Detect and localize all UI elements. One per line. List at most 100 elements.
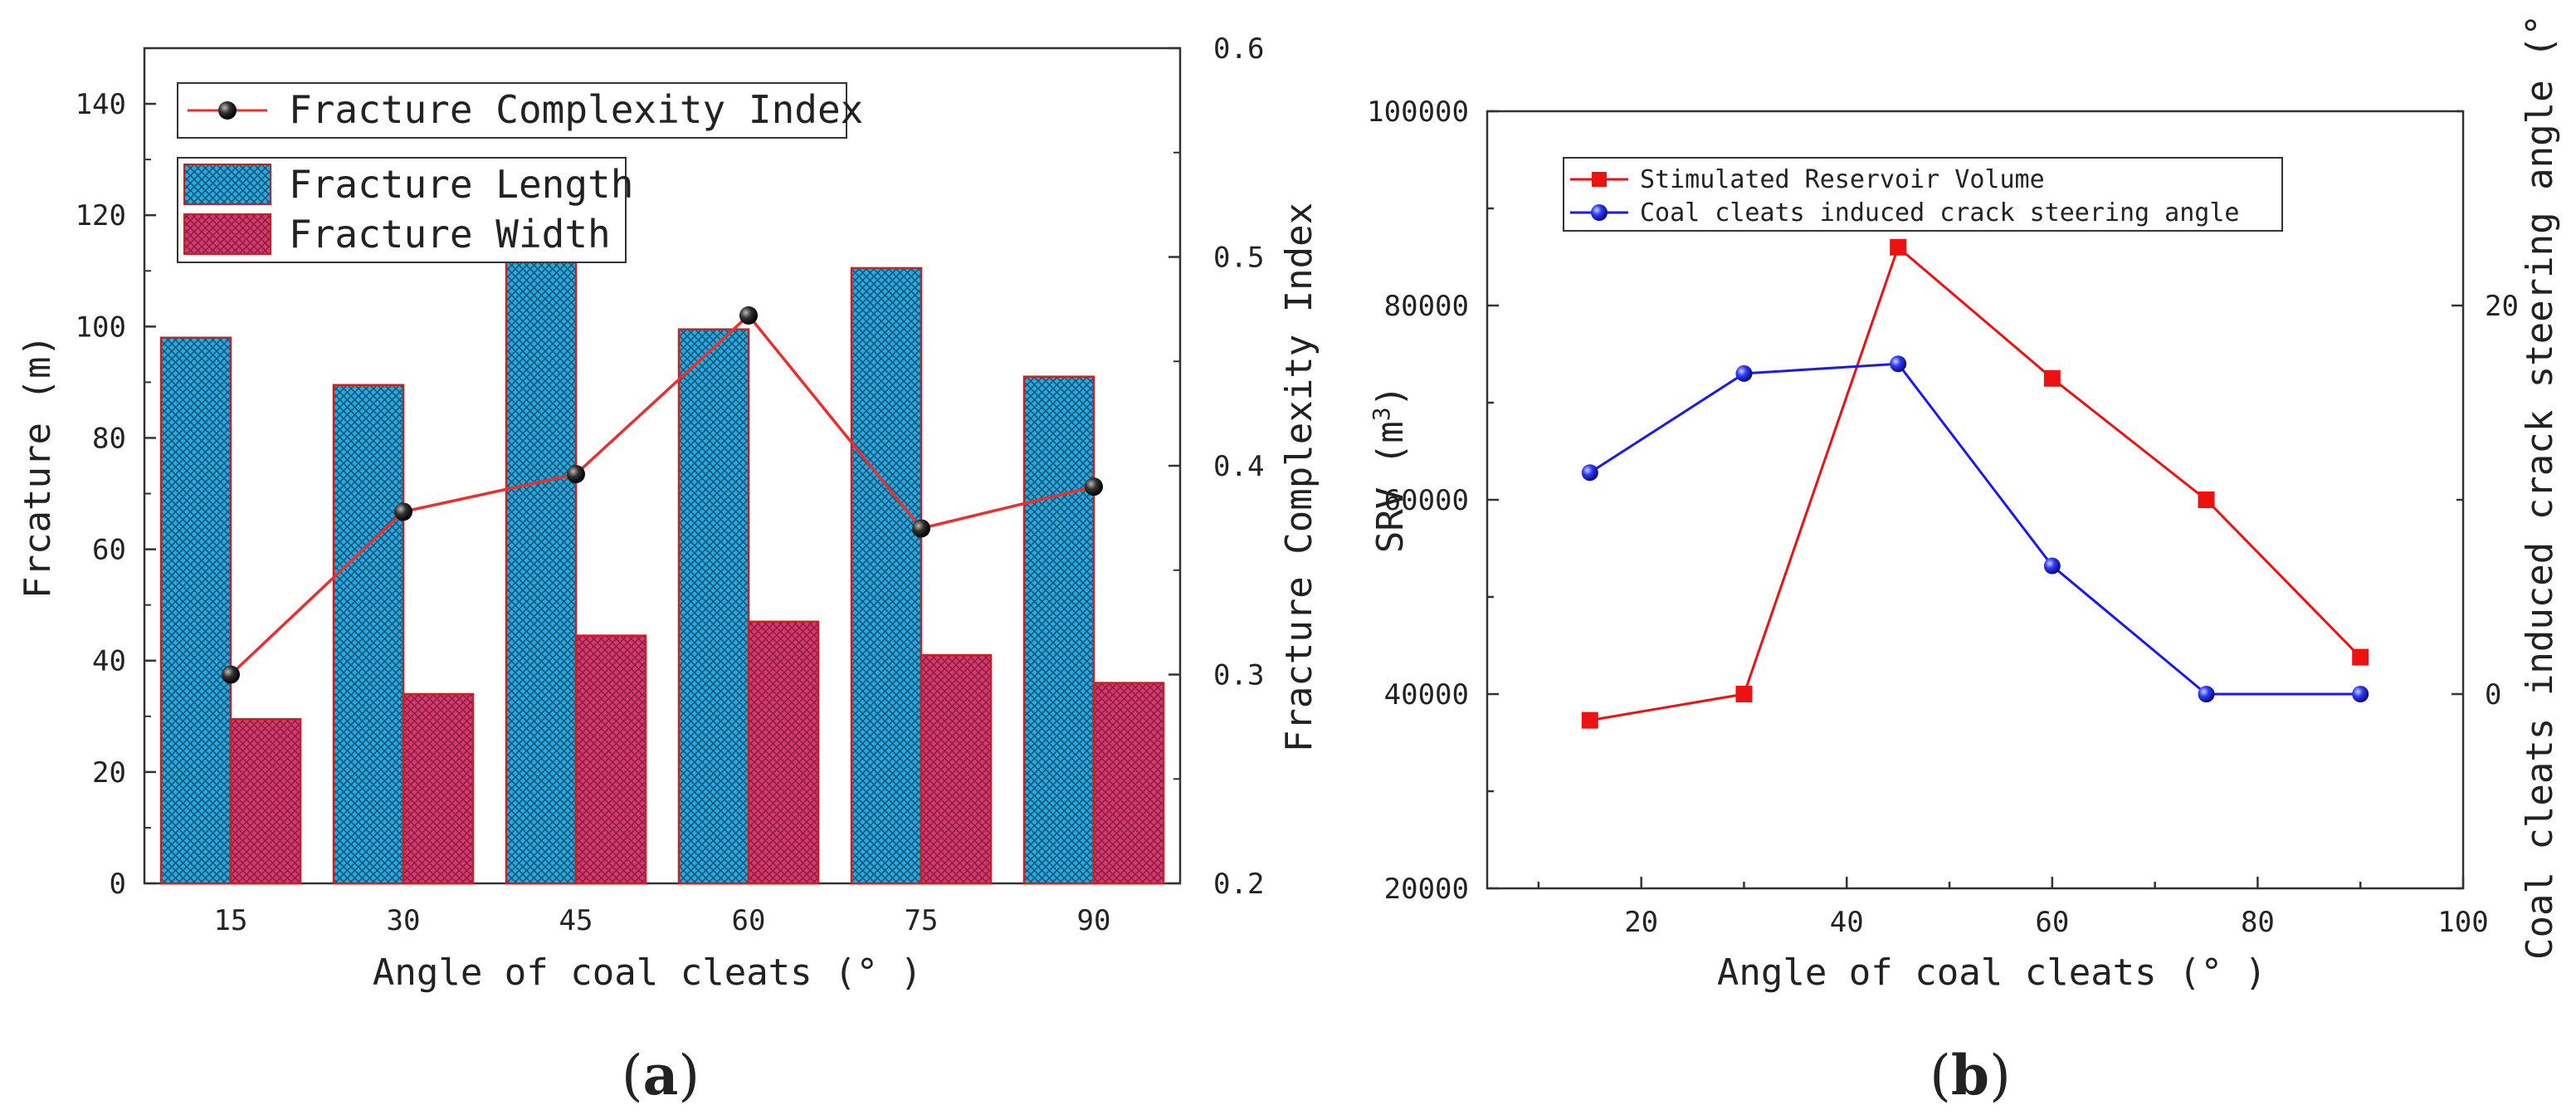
panel-b: 20 40 60 80 10020000400006000080000100000020… — [1367, 0, 2561, 994]
y-tick-label-a: 100 — [76, 311, 126, 344]
y2-tick-label-a: 0.3 — [1213, 659, 1264, 692]
y-axis-label-b-text: SRV (m — [1369, 421, 1412, 553]
tick-labels-a: 0 20 40 60 80 100 120 140 0.2 0.3 0.4 0.5 0.6 15 30 45 6… — [76, 32, 1265, 937]
bar-fracture-length — [505, 247, 578, 885]
bar-fracture-width — [747, 620, 820, 885]
legend-srv-marker — [1592, 172, 1607, 187]
legend-line-marker — [218, 101, 237, 120]
x-axis-label-a: Angle of coal cleats (° ) — [373, 951, 922, 994]
x-axis-label-b: Angle of coal cleats (° ) — [1717, 951, 2266, 994]
bar-fracture-length — [159, 336, 232, 885]
srv-point — [2043, 369, 2061, 387]
y-tick-label-b: 100000 — [1367, 95, 1469, 129]
x-tick-label-b: 60 — [2035, 906, 2069, 939]
y-tick-label-b: 60000 — [1384, 484, 1469, 517]
legend-a: Fracture Complexity Index Fracture Lengt… — [177, 82, 863, 263]
caption-a: (a) — [622, 1043, 700, 1108]
steering-angle-point — [1890, 355, 1907, 373]
x-tick-label-a: 90 — [1077, 904, 1111, 937]
y2-tick-label-a: 0.5 — [1213, 242, 1264, 275]
x-tick-label-a: 15 — [214, 904, 248, 937]
tick-labels-b: 20 40 60 80 100 20000 40000 60000 80000 100000 0 20 — [1367, 95, 2519, 939]
y2-tick-label-a: 0.4 — [1213, 450, 1264, 483]
y-tick-label-a: 120 — [76, 199, 126, 232]
srv-line — [1589, 245, 2362, 722]
steering-angle-line — [1588, 362, 2361, 696]
legend-line-box — [177, 82, 847, 139]
caption-a-close: ) — [678, 1044, 700, 1108]
x-tick-label-b: 80 — [2241, 906, 2275, 939]
y-tick-label-a: 140 — [76, 88, 126, 121]
y2-axis-label-a: Fracture Complexity Index — [1278, 203, 1320, 752]
x-tick-label-b: 20 — [1624, 906, 1658, 939]
bars-a — [159, 247, 1165, 885]
steering-angle-point — [2352, 686, 2369, 702]
caption-a-letter: a — [643, 1043, 679, 1108]
bar-fracture-length — [332, 384, 405, 885]
y-axis-label-a: Frcature (m) — [17, 335, 59, 599]
complexity-index-line — [229, 313, 1095, 676]
bar-fracture-width — [229, 717, 302, 885]
y-tick-label-a: 40 — [92, 645, 126, 678]
legend-box-b — [1563, 157, 2283, 232]
legend-label-length: Fracture Length — [289, 162, 633, 207]
caption-b-close: ) — [1989, 1044, 2011, 1108]
x-tick-label-a: 30 — [387, 904, 421, 937]
y-tick-label-a: 0 — [110, 868, 126, 901]
srv-point — [2198, 492, 2215, 508]
bar-fracture-length — [677, 328, 750, 885]
y2-tick-label-a: 0.6 — [1213, 32, 1264, 66]
y2-tick-label-a: 0.2 — [1213, 868, 1264, 901]
y-tick-label-a: 20 — [92, 756, 126, 790]
x-tick-label-b: 40 — [1830, 906, 1864, 939]
caption-b-letter: b — [1951, 1043, 1989, 1108]
series-lines-b — [1581, 238, 2369, 729]
x-tick-label-a: 75 — [905, 904, 939, 937]
complexity-line-a — [222, 306, 1103, 684]
y-tick-label-a: 80 — [92, 422, 126, 455]
x-tick-label-a: 60 — [732, 904, 766, 937]
srv-point — [1890, 238, 1907, 256]
bar-fracture-width — [574, 634, 647, 885]
legend-angle-marker — [1591, 204, 1608, 221]
steering-angle-point — [1581, 464, 1598, 482]
y2-tick-label-b: 0 — [2485, 678, 2501, 712]
complexity-index-point — [1085, 477, 1103, 496]
axis-ticks-b — [1487, 110, 2465, 890]
bar-fracture-width — [920, 653, 993, 885]
caption-a-open: ( — [622, 1044, 643, 1108]
complexity-index-point — [912, 519, 930, 538]
legend-swatch-width — [183, 213, 271, 255]
legend-angle-label: Coal cleats induced crack steering angle — [1640, 198, 2239, 227]
y2-tick-label-b: 20 — [2485, 290, 2519, 323]
complexity-index-point — [394, 502, 412, 521]
y-axis-label-b-close: ) — [1369, 385, 1412, 408]
caption-b-open: ( — [1930, 1044, 1951, 1108]
steering-angle-point — [1735, 364, 1753, 382]
complexity-index-point — [222, 665, 240, 684]
bar-fracture-length — [1022, 375, 1095, 885]
y-tick-label-b: 80000 — [1384, 290, 1469, 323]
y2-axis-label-b: Coal cleats induced crack steering angle… — [2519, 0, 2561, 960]
srv-point — [1581, 712, 1598, 729]
y-axis-label-b-sup: 3 — [1368, 407, 1395, 421]
srv-point — [2352, 648, 2369, 666]
legend-b: Stimulated Reservoir Volume Coal cleats … — [1563, 157, 2283, 232]
complexity-index-point — [567, 465, 585, 484]
x-tick-label-a: 45 — [559, 904, 593, 937]
srv-point — [1735, 686, 1753, 702]
bar-fracture-length — [850, 267, 923, 885]
x-tick-label-b: 100 — [2437, 906, 2488, 939]
complexity-index-point — [739, 306, 758, 325]
steering-angle-point — [2043, 557, 2061, 575]
y-axis-label-b: SRV (m3) — [1368, 385, 1412, 553]
y-tick-label-a: 60 — [92, 534, 126, 567]
y-tick-label-b: 20000 — [1384, 873, 1469, 906]
legend-srv-label: Stimulated Reservoir Volume — [1640, 165, 2045, 194]
bar-fracture-width — [402, 692, 475, 885]
legend-line-label: Fracture Complexity Index — [289, 87, 863, 132]
y-tick-label-b: 40000 — [1384, 678, 1469, 712]
legend-label-width: Fracture Width — [289, 212, 611, 257]
bar-fracture-width — [1092, 682, 1165, 885]
